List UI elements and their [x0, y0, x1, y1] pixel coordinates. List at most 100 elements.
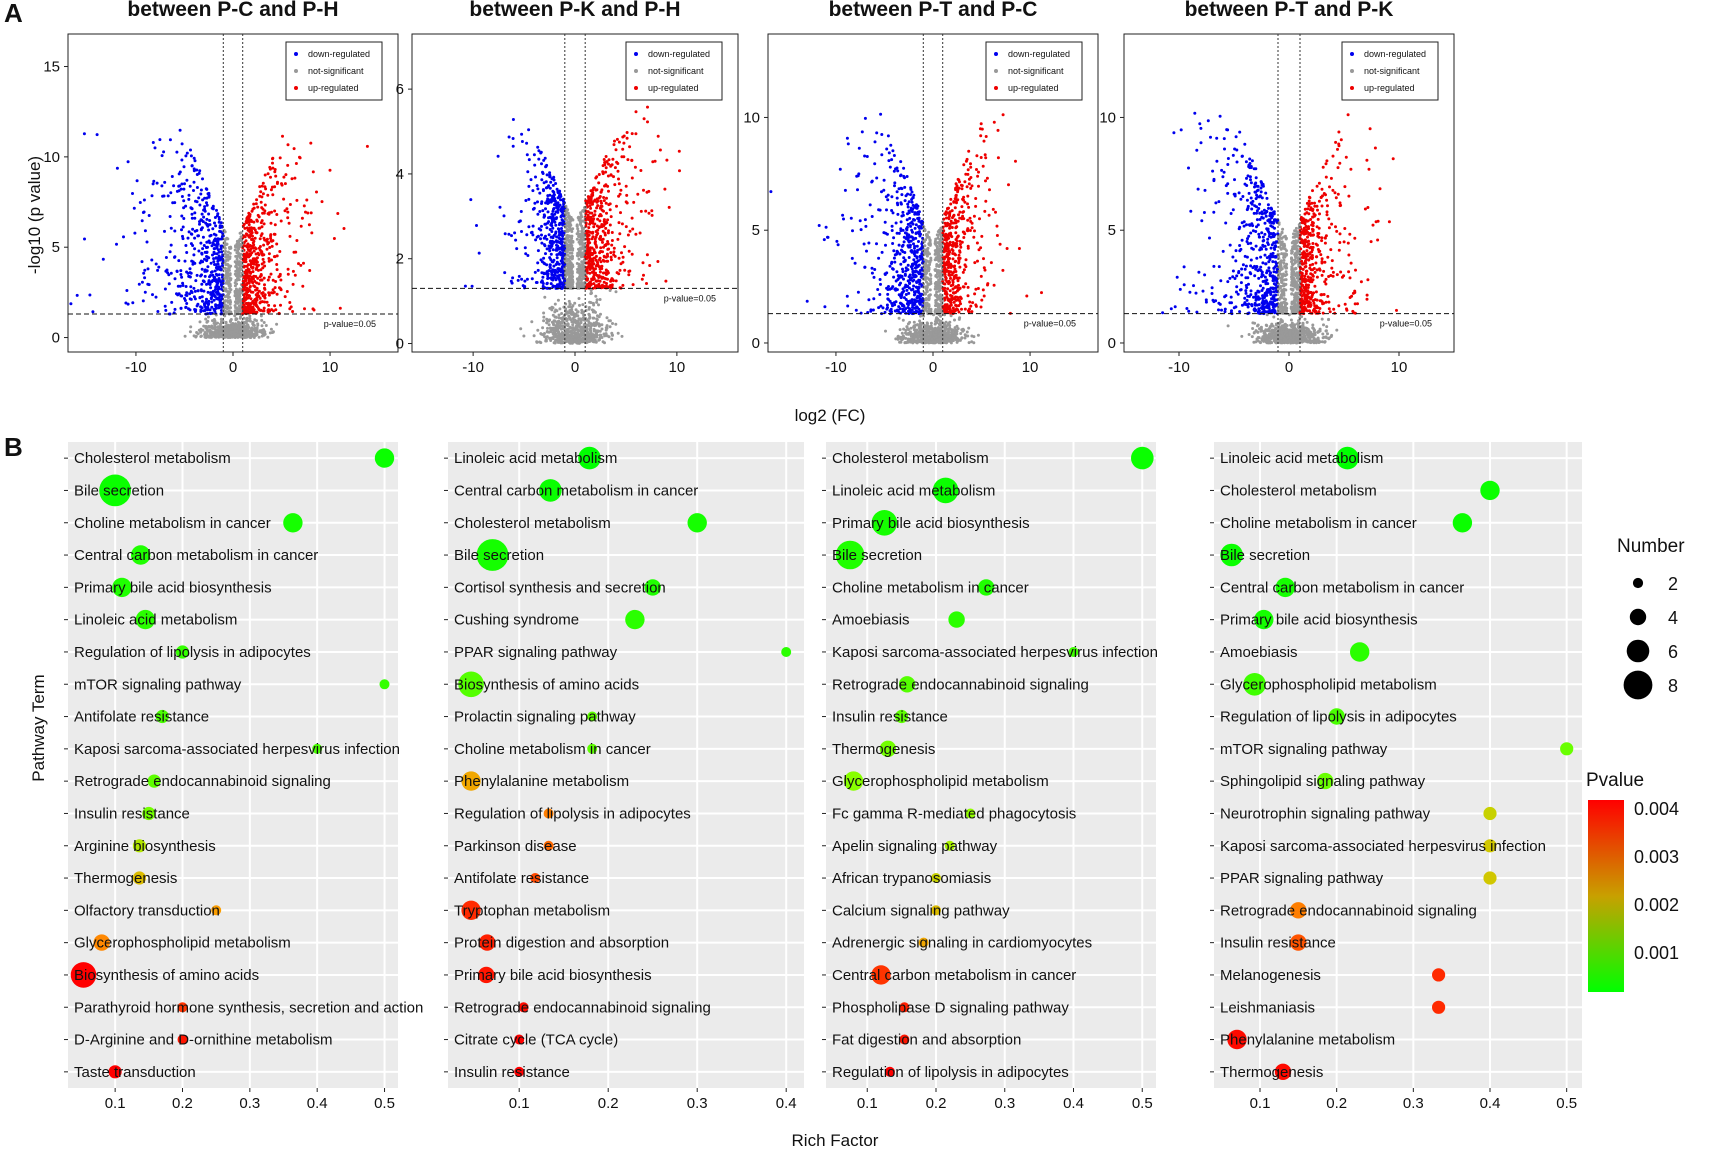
- volcano-point: [122, 235, 125, 239]
- volcano-point: [579, 223, 583, 227]
- volcano-point: [141, 211, 145, 214]
- volcano-point: [559, 215, 563, 219]
- volcano-point: [115, 242, 118, 246]
- volcano-point: [274, 308, 278, 312]
- volcano-point: [557, 227, 561, 231]
- volcano-point: [948, 273, 952, 277]
- volcano-point: [228, 284, 232, 288]
- volcano-point: [610, 239, 614, 242]
- volcano-point: [903, 251, 907, 254]
- volcano-point: [211, 253, 214, 257]
- volcano-point: [263, 286, 266, 290]
- volcano-point: [187, 230, 191, 234]
- volcano-point: [258, 275, 262, 279]
- volcano-point: [188, 267, 192, 271]
- volcano-point: [591, 266, 595, 270]
- volcano-point: [290, 177, 294, 181]
- volcano-point: [180, 142, 184, 146]
- volcano-point: [245, 218, 249, 222]
- volcano-point: [209, 261, 213, 265]
- volcano-point: [642, 117, 646, 121]
- volcano-point: [542, 256, 546, 260]
- volcano-point: [597, 173, 601, 176]
- volcano-point-ns: [588, 300, 592, 304]
- volcano-point: [192, 156, 196, 160]
- volcano-point-ns: [573, 330, 577, 334]
- volcano-point: [545, 173, 549, 177]
- volcano-point: [254, 293, 258, 297]
- volcano-point: [609, 255, 613, 259]
- volcano-point: [520, 132, 524, 136]
- volcano-point: [991, 207, 995, 211]
- volcano-point: [143, 268, 147, 272]
- volcano-point: [125, 289, 129, 292]
- volcano-point: [646, 120, 649, 124]
- volcano-point: [979, 122, 983, 126]
- volcano-point: [257, 215, 261, 219]
- volcano-point: [994, 210, 997, 214]
- volcano-point: [555, 253, 559, 257]
- volcano-point: [909, 186, 913, 190]
- volcano-point: [593, 209, 597, 213]
- volcano-point: [589, 215, 593, 219]
- volcano-point: [598, 267, 602, 271]
- volcano-point: [982, 257, 985, 261]
- volcano-point: [228, 286, 232, 290]
- volcano-point: [621, 283, 625, 287]
- volcano-point: [193, 289, 197, 293]
- volcano-point: [527, 128, 531, 132]
- volcano-point: [270, 185, 274, 189]
- volcano-point: [239, 231, 243, 235]
- volcano-point: [260, 300, 264, 304]
- volcano-point: [226, 258, 230, 262]
- volcano-point: [147, 214, 151, 217]
- volcano-point: [561, 257, 564, 261]
- volcano-point: [188, 297, 192, 301]
- x-tick-label: 10: [669, 359, 686, 376]
- volcano-point: [605, 196, 608, 200]
- volcano-point: [601, 258, 605, 262]
- volcano-point: [175, 150, 179, 154]
- volcano-point: [906, 263, 910, 267]
- volcano-point: [185, 151, 189, 155]
- volcano-point: [239, 235, 243, 239]
- volcano-point: [924, 298, 928, 302]
- volcano-point: [223, 230, 227, 234]
- volcano-point: [587, 226, 591, 230]
- volcano-point: [892, 256, 896, 260]
- volcano-point: [223, 276, 227, 280]
- volcano-point-ns: [558, 307, 562, 311]
- volcano-point: [664, 279, 668, 283]
- volcano-point: [577, 262, 581, 266]
- volcano-point: [865, 249, 868, 253]
- volcano-point: [258, 237, 262, 241]
- volcano-point: [606, 184, 610, 188]
- volcano-point: [541, 188, 545, 192]
- volcano-point: [336, 212, 340, 215]
- volcano-point: [985, 176, 989, 180]
- volcano-point: [156, 310, 160, 313]
- volcano-point-ns: [568, 326, 572, 330]
- volcano-point: [885, 208, 888, 212]
- volcano-point: [163, 180, 167, 184]
- volcano-point-ns: [577, 341, 581, 345]
- volcano-point: [236, 290, 240, 294]
- volcano-point: [934, 274, 938, 277]
- volcano-point: [276, 180, 279, 184]
- volcano-point: [245, 290, 249, 294]
- volcano-point: [511, 276, 515, 280]
- volcano-point: [183, 259, 187, 263]
- volcano-point: [175, 270, 179, 273]
- volcano-point: [899, 262, 903, 266]
- volcano-point: [969, 304, 973, 308]
- volcano-point: [958, 265, 962, 269]
- volcano-point: [525, 153, 529, 157]
- volcano-point: [969, 165, 973, 169]
- volcano-point: [162, 150, 166, 154]
- volcano-point: [842, 217, 845, 221]
- volcano-point: [262, 243, 266, 247]
- volcano-point: [897, 243, 901, 247]
- volcano-point: [545, 226, 549, 230]
- legend-key: [294, 69, 298, 73]
- volcano-point: [529, 178, 533, 182]
